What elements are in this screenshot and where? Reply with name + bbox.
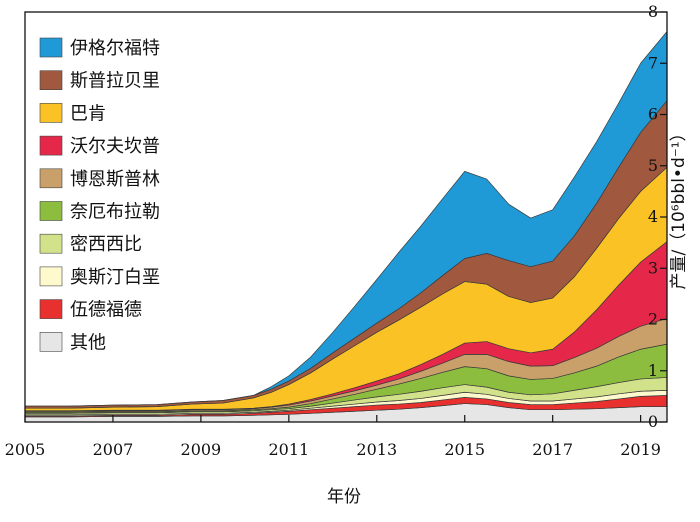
x-tick-label-2015: 2015	[444, 440, 485, 459]
legend-swatch-博恩斯普林	[39, 168, 63, 189]
legend-swatch-密西西比	[39, 233, 63, 254]
tick-layer: 2005 2007 2009 2011 2013 2015 2017 2019 0 1 2 3 4 5 6 7…	[5, 2, 667, 459]
legend: 伊格尔福特斯普拉贝里巴肯沃尔夫坎普博恩斯普林奈厄布拉勒密西西比奥斯汀白垩伍德福德…	[39, 37, 160, 353]
y-tick-label-3: 3	[648, 258, 658, 277]
legend-swatch-巴肯	[39, 103, 63, 123]
legend-label-密西西比: 密西西比	[70, 234, 142, 255]
y-tick-label-6: 6	[648, 105, 658, 124]
x-tick-label-2005: 2005	[5, 440, 46, 459]
y-tick-label-2: 2	[648, 310, 658, 329]
legend-label-斯普拉贝里: 斯普拉贝里	[70, 71, 160, 92]
legend-label-奈厄布拉勒: 奈厄布拉勒	[70, 202, 160, 223]
legend-label-沃尔夫坎普: 沃尔夫坎普	[70, 136, 160, 157]
y-tick-label-8: 8	[648, 2, 658, 21]
legend-label-伍德福德: 伍德福德	[70, 300, 142, 321]
legend-label-其他: 其他	[70, 332, 106, 353]
legend-label-奥斯汀白垩: 奥斯汀白垩	[70, 267, 160, 288]
legend-swatch-奈厄布拉勒	[39, 201, 63, 221]
y-tick-label-4: 4	[648, 207, 658, 226]
legend-label-巴肯: 巴肯	[70, 103, 106, 124]
x-axis-label: 年份	[327, 487, 361, 507]
legend-label-博恩斯普林: 博恩斯普林	[70, 169, 160, 190]
y-tick-label-5: 5	[648, 156, 658, 175]
legend-swatch-伍德福德	[39, 299, 63, 319]
x-tick-label-2007: 2007	[93, 440, 134, 459]
x-tick-label-2019: 2019	[620, 440, 661, 459]
legend-swatch-奥斯汀白垩	[39, 266, 63, 287]
y-tick-label-1: 1	[648, 361, 658, 380]
x-tick-label-2009: 2009	[181, 440, 222, 459]
x-tick-label-2017: 2017	[532, 440, 573, 459]
y-axis-label: 产量/（10⁶bbl•d⁻¹）	[669, 124, 689, 289]
x-tick-label-2013: 2013	[356, 440, 397, 459]
legend-swatch-斯普拉贝里	[39, 70, 63, 90]
legend-swatch-伊格尔福特	[39, 37, 63, 58]
legend-label-伊格尔福特: 伊格尔福特	[70, 38, 160, 59]
x-tick-label-2011: 2011	[268, 440, 309, 459]
legend-swatch-其他	[39, 331, 63, 352]
legend-swatch-沃尔夫坎普	[39, 135, 63, 156]
y-tick-label-7: 7	[648, 53, 658, 72]
y-tick-label-0: 0	[648, 412, 658, 431]
